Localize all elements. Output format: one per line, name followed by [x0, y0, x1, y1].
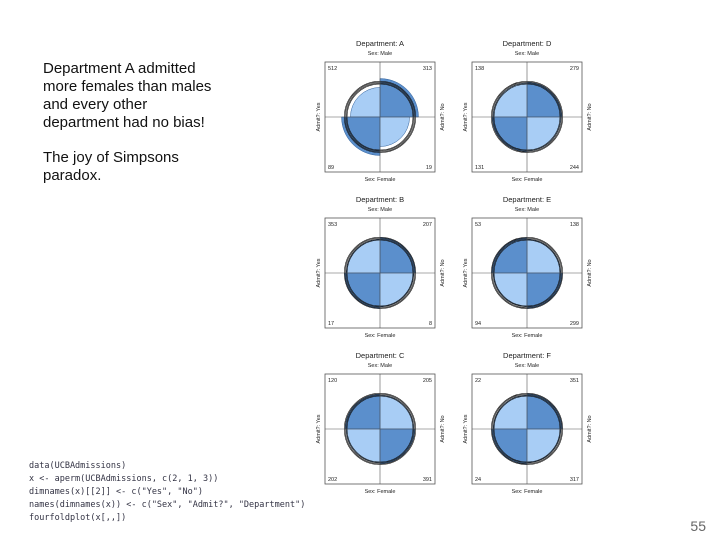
quadrant-tr [379, 394, 415, 430]
note-line: Department A admitted [43, 60, 196, 77]
panel-title: Department: D [503, 39, 552, 48]
slide-number: 55 [690, 518, 706, 534]
row-header-male: Sex: Male [368, 207, 392, 213]
count-male-no: 313 [423, 66, 432, 72]
count-female-no: 244 [570, 165, 579, 171]
count-female-no: 391 [423, 477, 432, 483]
count-male-yes: 512 [328, 66, 337, 72]
code-line: fourfoldplot(x[,,]) [29, 513, 127, 523]
count-male-yes: 22 [475, 378, 481, 384]
row-header-female: Sex: Female [365, 177, 396, 183]
quadrant-br [526, 428, 561, 463]
code-line: x <- aperm(UCBAdmissions, c(2, 1, 3)) [29, 474, 219, 484]
fourfold-panel: Department: C Sex: Male Sex: Female Admit?:… [316, 351, 446, 495]
quadrant-tl [344, 393, 381, 430]
note-line: department had no bias! [43, 114, 205, 131]
panel-title: Department: F [503, 351, 551, 360]
quadrant-tr [379, 237, 416, 274]
code-line: data(UCBAdmissions) [29, 461, 127, 471]
quadrant-tr [379, 78, 419, 118]
count-female-yes: 202 [328, 477, 337, 483]
explanatory-note: Department A admitted more females than m… [43, 60, 303, 185]
fourfold-panel: Department: A Sex: Male Sex: Female Admit?:… [316, 39, 446, 183]
admit-no-label: Admit?: No [587, 259, 593, 286]
admit-no-label: Admit?: No [587, 103, 593, 130]
r-code-snippet: data(UCBAdmissions) x <- aperm(UCBAdmissi… [29, 460, 305, 525]
count-female-yes: 89 [328, 165, 334, 171]
count-female-yes: 131 [475, 165, 484, 171]
row-header-female: Sex: Female [512, 177, 543, 183]
count-female-no: 299 [570, 321, 579, 327]
count-male-yes: 353 [328, 222, 337, 228]
count-male-no: 279 [570, 66, 579, 72]
row-header-female: Sex: Female [365, 489, 396, 495]
quadrant-tl [346, 239, 381, 274]
quadrant-br [379, 428, 416, 465]
row-header-female: Sex: Female [512, 333, 543, 339]
note-line: paradox. [43, 167, 102, 184]
admit-yes-label: Admit?: Yes [316, 102, 322, 131]
count-male-no: 207 [423, 222, 432, 228]
note-line: more females than males [43, 78, 212, 95]
row-header-male: Sex: Male [515, 207, 539, 213]
fourfold-panel: Department: F Sex: Male Sex: Female Admit?:… [463, 351, 593, 495]
row-header-male: Sex: Male [368, 363, 392, 369]
admit-yes-label: Admit?: Yes [316, 258, 322, 287]
count-female-no: 8 [429, 321, 432, 327]
admit-yes-label: Admit?: Yes [463, 258, 469, 287]
note-line: and every other [43, 96, 148, 113]
row-header-male: Sex: Male [515, 51, 539, 57]
row-header-male: Sex: Male [515, 363, 539, 369]
quadrant-br [526, 116, 562, 152]
quadrant-tr [526, 82, 562, 118]
note-line: The joy of Simpsons [43, 149, 179, 166]
quadrant-tl [492, 82, 528, 118]
panel-title: Department: A [356, 39, 404, 48]
code-line: dimnames(x)[[2]] <- c("Yes", "No") [29, 487, 203, 497]
quadrant-tl [493, 395, 528, 430]
panel-title: Department: C [356, 351, 405, 360]
count-male-yes: 120 [328, 378, 337, 384]
count-female-yes: 17 [328, 321, 334, 327]
admit-no-label: Admit?: No [440, 259, 446, 286]
count-female-no: 19 [426, 165, 432, 171]
count-male-no: 351 [570, 378, 579, 384]
quadrant-tr [526, 239, 561, 274]
quadrant-bl [492, 116, 528, 152]
fourfold-panel: Department: B Sex: Male Sex: Female Admit?:… [316, 195, 446, 339]
count-female-yes: 94 [475, 321, 481, 327]
count-male-yes: 138 [475, 66, 484, 72]
admit-no-label: Admit?: No [440, 103, 446, 130]
admit-no-label: Admit?: No [587, 415, 593, 442]
quadrant-br [379, 116, 410, 147]
count-female-yes: 24 [475, 477, 481, 483]
quadrant-bl [493, 272, 528, 307]
count-male-yes: 53 [475, 222, 481, 228]
admit-yes-label: Admit?: Yes [463, 102, 469, 131]
panel-title: Department: E [503, 195, 551, 204]
quadrant-bl [341, 116, 381, 156]
quadrant-bl [344, 272, 381, 309]
fourfold-panel: Department: E Sex: Male Sex: Female Admit?:… [463, 195, 593, 339]
admit-yes-label: Admit?: Yes [463, 414, 469, 443]
code-line: names(dimnames(x)) <- c("Sex", "Admit?",… [29, 500, 306, 510]
admit-no-label: Admit?: No [440, 415, 446, 442]
count-male-no: 205 [423, 378, 432, 384]
panel-title: Department: B [356, 195, 404, 204]
quadrant-bl [345, 428, 381, 464]
row-header-female: Sex: Female [365, 333, 396, 339]
row-header-male: Sex: Male [368, 51, 392, 57]
quadrant-tl [350, 87, 381, 118]
admit-yes-label: Admit?: Yes [316, 414, 322, 443]
quadrant-br [379, 272, 414, 307]
count-male-no: 138 [570, 222, 579, 228]
row-header-female: Sex: Female [512, 489, 543, 495]
fourfold-panel: Department: D Sex: Male Sex: Female Admit?:… [463, 39, 593, 183]
count-female-no: 317 [570, 477, 579, 483]
